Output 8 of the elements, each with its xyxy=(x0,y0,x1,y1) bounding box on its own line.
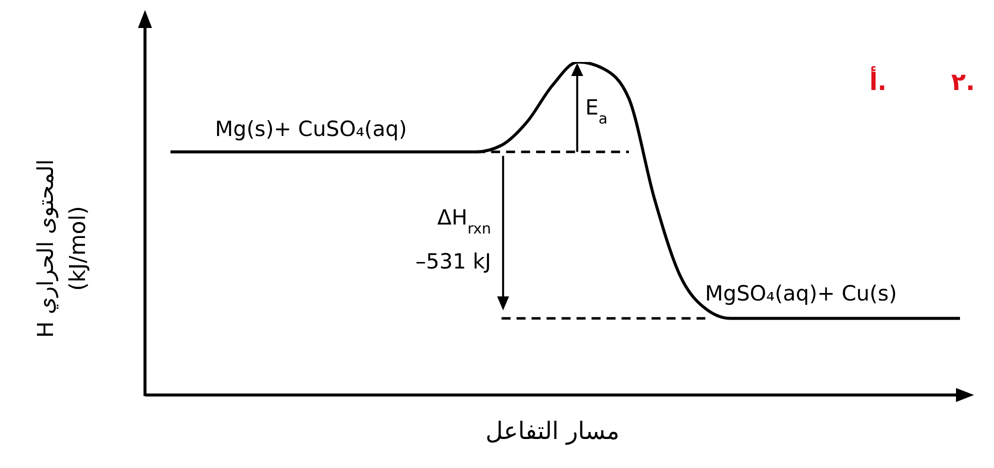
annotation: –531 kJ xyxy=(415,250,492,274)
annotation: E$_{a}$ xyxy=(585,96,608,128)
annotation: ΔH$_{rxn}$ xyxy=(437,206,492,237)
x-axis-title: مسار التفاعل xyxy=(486,417,620,445)
annotation: Mg(s)+ CuSO₄(aq) xyxy=(215,116,407,141)
annotation: ٢. xyxy=(951,68,975,96)
annotation: MgSO₄(aq)+ Cu(s) xyxy=(705,281,897,306)
annotation: أ. xyxy=(869,66,887,96)
